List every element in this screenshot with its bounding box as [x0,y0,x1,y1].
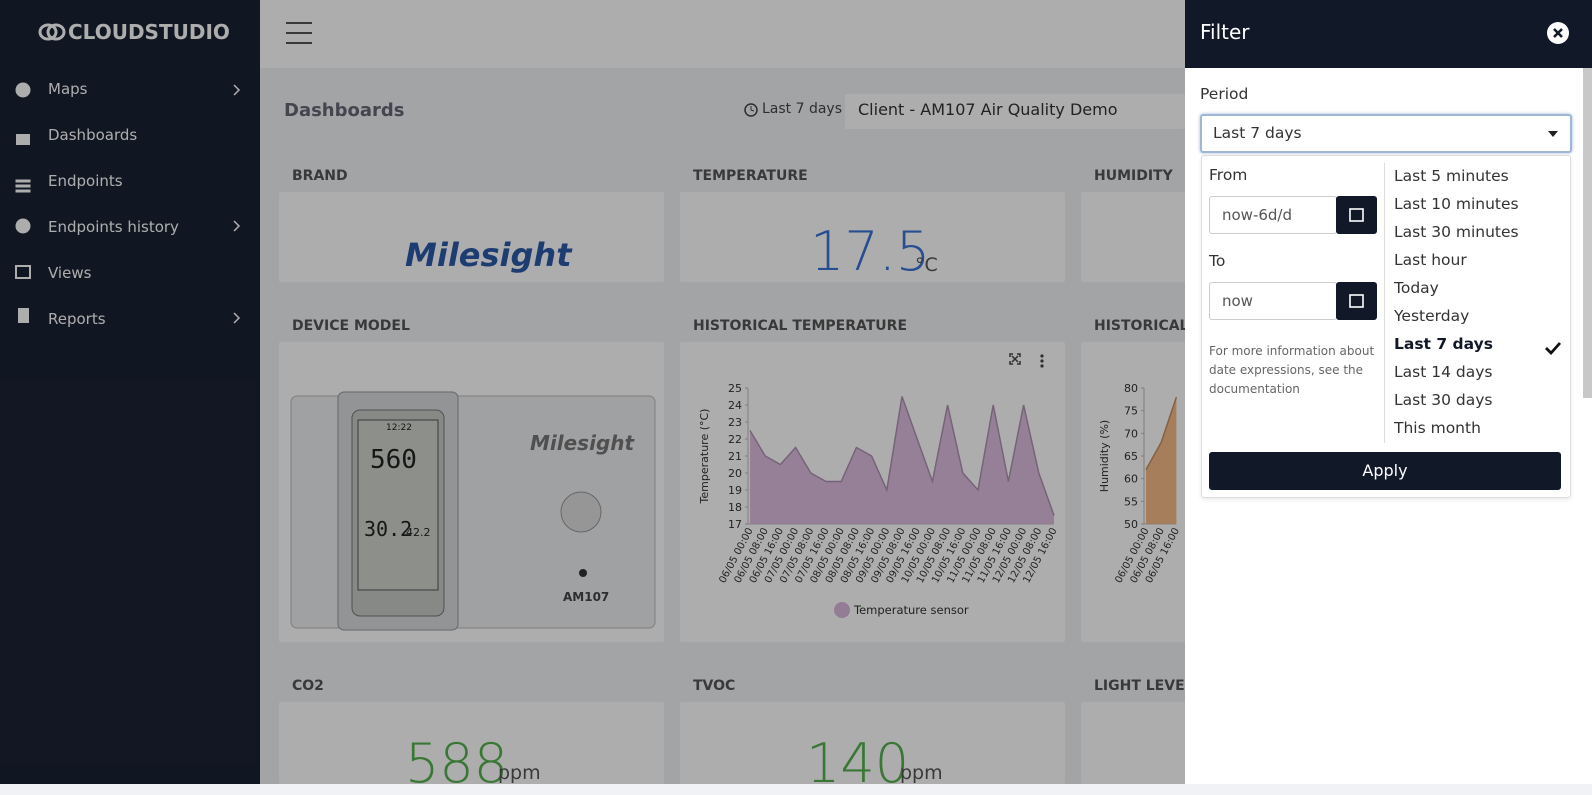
y-tick-label: 25 [728,382,742,395]
y-tick-label: 18 [728,501,742,514]
apply-button[interactable]: Apply [1209,452,1561,490]
device-screen: 42.2 [406,526,431,539]
line [749,396,1055,516]
co2-unit: ppm [498,762,541,784]
temperature-value: 17.5 [810,220,931,283]
area [1146,397,1177,524]
y-axis-label: Humidity (%) [1098,420,1111,492]
period-option[interactable]: Last hour [1394,251,1467,269]
period-select[interactable] [1200,114,1572,153]
period-option[interactable]: Last 10 minutes [1394,195,1519,213]
dashboard-select[interactable]: Client - AM107 Air Quality Demo [858,100,1118,119]
from-label: From [1209,166,1248,184]
y-tick-label: 21 [728,450,742,463]
widget-title: HISTORICAL TEMPERATURE [693,318,908,334]
brand-logo: Milesight [405,236,572,274]
y-tick-label: 80 [1124,382,1138,395]
menu-item[interactable]: Views [48,264,92,282]
widget-title: DEVICE MODEL [292,318,410,334]
period-label: Period [1200,85,1249,103]
widget-title: HUMIDITY [1094,168,1173,184]
y-tick-label: 19 [728,484,742,497]
caret [1548,131,1558,137]
period-option[interactable]: This month [1394,419,1481,437]
legend-label: Temperature sensor [853,603,969,617]
menu-icons [15,82,241,324]
widget-title: TVOC [693,678,736,694]
page-title: Dashboards [284,100,405,121]
legend-swatch [834,602,850,618]
card [680,702,1065,784]
card [680,192,1065,282]
y-tick-label: 55 [1124,495,1138,508]
period-option[interactable]: Last 5 minutes [1394,167,1509,185]
menu-item[interactable]: Endpoints history [48,218,179,236]
y-tick-label: 75 [1124,405,1138,418]
help-text: For more information about date expressi… [1209,344,1375,396]
device-screen: 30.2 [364,517,412,541]
menu-item[interactable]: Maps [48,80,88,98]
y-tick-label: 60 [1124,473,1138,486]
logo-icon [38,23,66,41]
device-screen: 12:22 [386,423,412,433]
y-tick-label: 20 [728,467,742,480]
charts-layer: 12:22 560 30.2 42.2 Milesight AM107 17 18… [290,353,1182,631]
tvoc-unit: ppm [900,762,943,784]
dropdown [1201,155,1571,498]
y-tick-label: 50 [1124,518,1138,531]
widget-title: TEMPERATURE [693,168,808,184]
y-axis-label: Temperature (°C) [698,409,711,505]
period-option[interactable]: Last 30 minutes [1394,223,1519,241]
period-value: Last 7 days [1213,124,1302,142]
card [279,702,664,784]
panel-title: Filter [1200,20,1250,44]
device-image: 12:22 560 30.2 42.2 Milesight AM107 [290,391,656,631]
temperature-unit: °C [915,254,938,276]
hamburger[interactable] [286,22,312,44]
widget-title: CO2 [292,678,324,694]
device-screen: 560 [370,445,417,475]
y-tick-label: 65 [1124,450,1138,463]
period-option[interactable]: Yesterday [1394,307,1470,325]
calendar-buttons[interactable] [1336,196,1377,320]
topbar [260,0,1185,68]
overlay[interactable] [0,0,1185,784]
period-option[interactable]: Last 14 days [1394,363,1493,381]
device-brand: Milesight [530,431,635,455]
y-tick-label: 23 [728,416,742,429]
line [1145,396,1178,470]
menu-item[interactable]: Endpoints [48,172,123,190]
widget-title: BRAND [292,168,348,184]
period-option[interactable]: Today [1394,279,1439,297]
widget-title: LIGHT LEVEL [1094,678,1194,694]
menu-item[interactable]: Dashboards [48,126,138,144]
sidebar: CLOUDSTUDIO Maps Dashboards Endpoints En… [0,0,260,784]
close-button[interactable] [1546,21,1570,45]
card [279,192,664,282]
y-tick-label: 24 [728,399,742,412]
to-input[interactable]: now [1209,282,1337,320]
menu-item[interactable]: Reports [48,310,106,328]
clock-icon [744,103,758,117]
period[interactable]: Last 7 days [762,101,843,117]
y-tick-label: 22 [728,433,742,446]
area [750,396,1054,524]
y-tick-label: 70 [1124,427,1138,440]
period-option[interactable]: Last 7 days [1394,335,1493,353]
widget-title: HISTORICAL [1094,318,1189,334]
logo: CLOUDSTUDIO [68,20,230,44]
filter-panel: Filter Period Last 7 days From now-6d/d … [1185,0,1592,784]
expand-icon[interactable] [1009,353,1021,365]
y-tick-label: 17 [728,518,742,531]
checkmark [1545,342,1562,355]
to-label: To [1209,252,1226,270]
period-option[interactable]: Last 30 days [1394,391,1493,409]
device-model: AM107 [563,590,609,604]
from-input[interactable]: now-6d/d [1209,196,1337,234]
